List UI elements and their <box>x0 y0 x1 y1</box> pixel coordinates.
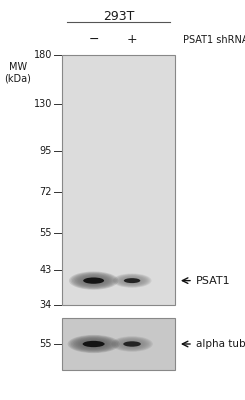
Ellipse shape <box>115 274 149 287</box>
Ellipse shape <box>111 336 153 352</box>
Text: 130: 130 <box>34 99 52 109</box>
Ellipse shape <box>71 272 117 289</box>
Text: PSAT1: PSAT1 <box>196 276 231 286</box>
Ellipse shape <box>76 275 111 286</box>
Ellipse shape <box>116 275 148 286</box>
Text: 180: 180 <box>34 50 52 60</box>
Ellipse shape <box>114 337 150 351</box>
Text: −: − <box>88 33 99 46</box>
Ellipse shape <box>115 338 149 350</box>
Text: 72: 72 <box>39 188 52 198</box>
Text: alpha tubulin: alpha tubulin <box>196 339 245 349</box>
Ellipse shape <box>75 274 112 287</box>
Ellipse shape <box>69 272 118 290</box>
Ellipse shape <box>116 338 148 350</box>
Ellipse shape <box>68 335 120 353</box>
Text: 293T: 293T <box>103 10 134 23</box>
Ellipse shape <box>69 336 118 352</box>
Text: 43: 43 <box>40 265 52 275</box>
Text: PSAT1 shRNA: PSAT1 shRNA <box>183 35 245 45</box>
Ellipse shape <box>112 274 152 288</box>
Ellipse shape <box>83 341 105 347</box>
Text: +: + <box>127 33 137 46</box>
Ellipse shape <box>74 338 113 350</box>
Ellipse shape <box>114 274 150 287</box>
Ellipse shape <box>76 338 112 350</box>
Ellipse shape <box>73 337 115 351</box>
Text: 55: 55 <box>39 228 52 238</box>
Ellipse shape <box>124 278 140 283</box>
Ellipse shape <box>117 276 147 286</box>
Ellipse shape <box>72 273 115 288</box>
Bar <box>62 318 175 370</box>
Bar <box>62 55 175 305</box>
Text: MW
(kDa): MW (kDa) <box>5 62 31 84</box>
Ellipse shape <box>74 274 114 288</box>
Ellipse shape <box>112 337 152 351</box>
Ellipse shape <box>123 341 141 347</box>
Text: 95: 95 <box>40 146 52 156</box>
Text: 55: 55 <box>39 339 52 349</box>
Ellipse shape <box>71 336 116 352</box>
Ellipse shape <box>83 278 104 284</box>
Text: 34: 34 <box>40 300 52 310</box>
